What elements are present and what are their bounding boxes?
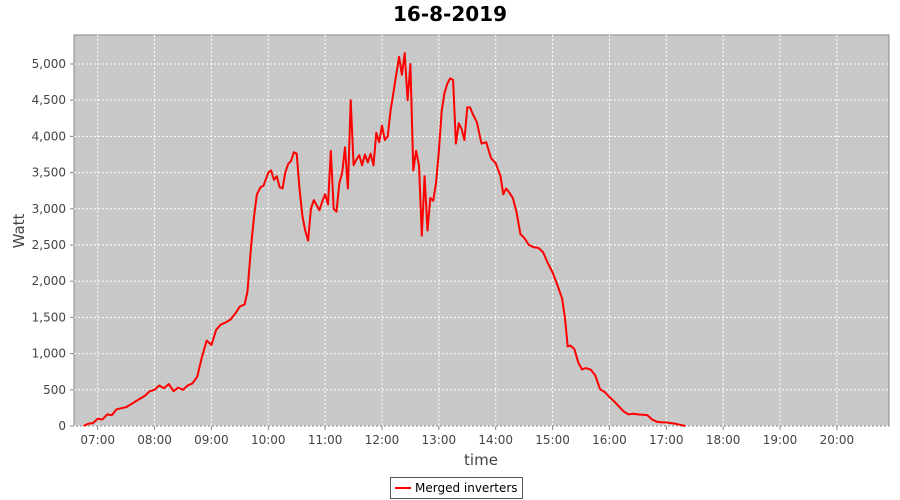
y-tick-label: 3,500 (32, 166, 66, 180)
x-tick-label: 17:00 (649, 433, 684, 447)
legend-swatch (395, 487, 411, 489)
x-axis-label: time (464, 451, 498, 469)
y-tick-label: 5,000 (32, 57, 66, 71)
y-axis-label: Watt (10, 213, 28, 248)
axes: 0 500 1,000 1,500 2,000 2,500 3,000 3,500 4,000 4… (32, 57, 855, 447)
x-tick-label: 13:00 (422, 433, 457, 447)
series-line-merged-inverters (83, 52, 686, 427)
y-tick-label: 500 (43, 383, 66, 397)
x-tick-label: 09:00 (194, 433, 229, 447)
x-tick-label: 19:00 (763, 433, 798, 447)
x-tick-label: 20:00 (820, 433, 855, 447)
series-layer (83, 52, 686, 427)
x-tick-label: 11:00 (308, 433, 343, 447)
chart-title: 16-8-2019 (392, 2, 507, 26)
y-tick-label: 2,500 (32, 238, 66, 252)
x-tick-label: 10:00 (251, 433, 286, 447)
x-tick-label: 16:00 (592, 433, 627, 447)
x-tick-label: 08:00 (137, 433, 172, 447)
y-tick-label: 3,000 (32, 202, 66, 216)
x-tick-label: 15:00 (535, 433, 570, 447)
y-tick-label: 1,500 (32, 310, 66, 324)
legend: Merged inverters (390, 477, 523, 499)
x-tick-label: 18:00 (706, 433, 741, 447)
y-tick-label: 4,500 (32, 93, 66, 107)
x-tick-label: 12:00 (365, 433, 400, 447)
y-tick-label: 0 (58, 419, 66, 433)
x-tick-label: 07:00 (80, 433, 115, 447)
plot-area (73, 34, 890, 427)
legend-label: Merged inverters (415, 481, 518, 495)
grid-lines (74, 35, 889, 427)
x-tick-label: 14:00 (478, 433, 513, 447)
y-tick-label: 2,000 (32, 274, 66, 288)
y-tick-label: 4,000 (32, 129, 66, 143)
y-tick-label: 1,000 (32, 347, 66, 361)
